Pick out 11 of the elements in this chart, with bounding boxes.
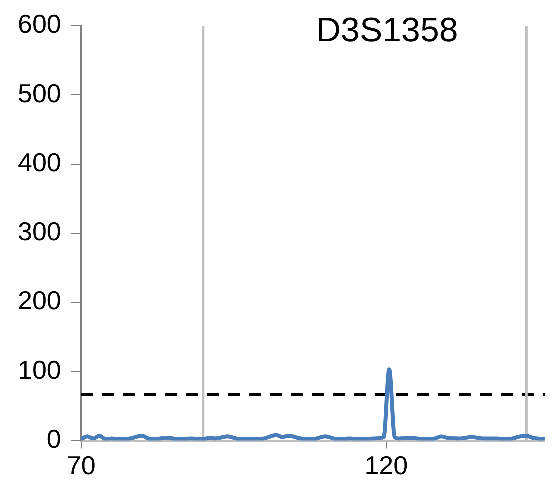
y-tick-label: 0 (46, 424, 62, 454)
y-tick-label: 600 (18, 9, 62, 40)
x-tick-label: 120 (364, 450, 408, 481)
line-series (81, 368, 545, 441)
y-tick-label: 400 (18, 147, 62, 178)
y-tick-label: 300 (18, 216, 62, 247)
chart-title: D3S1358 (316, 11, 458, 50)
y-tick-label: 100 (18, 354, 62, 385)
y-tick-label: 200 (18, 286, 62, 316)
x-tick-label: 70 (66, 450, 96, 481)
y-tick-label: 500 (18, 78, 62, 108)
